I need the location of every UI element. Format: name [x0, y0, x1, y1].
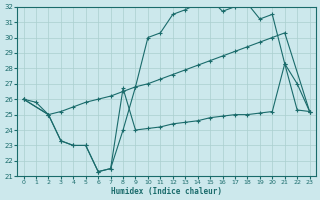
X-axis label: Humidex (Indice chaleur): Humidex (Indice chaleur) [111, 187, 222, 196]
